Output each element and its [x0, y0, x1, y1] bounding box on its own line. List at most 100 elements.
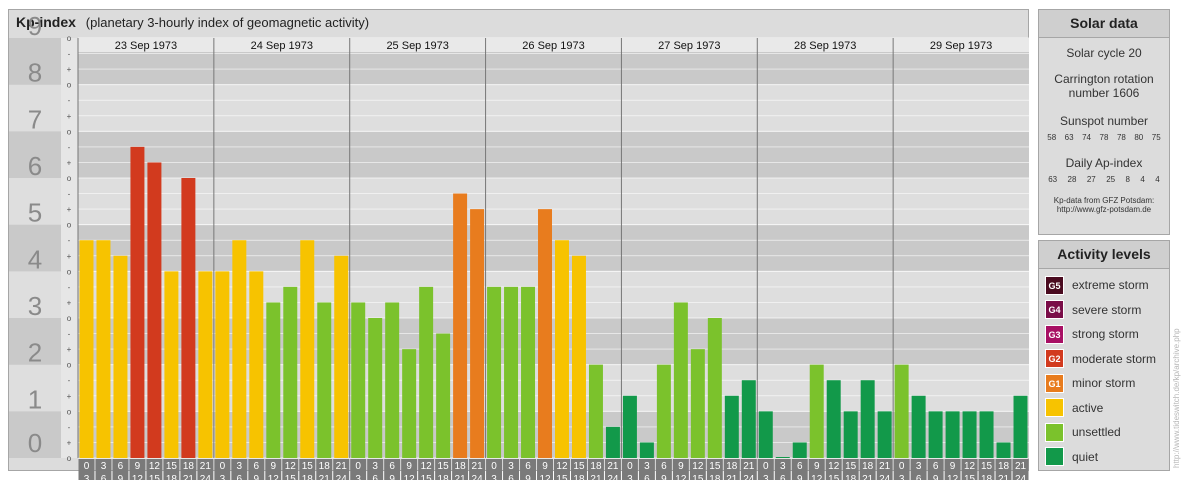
interval-label-cell	[995, 459, 1012, 480]
interval-end-label: 21	[726, 474, 738, 480]
legend-label: minor storm	[1072, 376, 1136, 391]
interval-end-label: 9	[389, 474, 395, 480]
data-source-link[interactable]: http://www.gfz-potsdam.de	[1056, 205, 1152, 214]
interval-end-label: 15	[421, 474, 433, 480]
interval-end-label: 9	[254, 474, 260, 480]
minor-tick-band	[61, 178, 78, 225]
day-label: 26 Sep 1973	[522, 40, 584, 52]
kp-bar	[198, 271, 213, 458]
interval-end-label: 24	[472, 474, 484, 480]
plot-band	[78, 131, 1029, 178]
sunspot-value: 80	[1134, 133, 1144, 142]
interval-end-label: 9	[525, 474, 531, 480]
minor-tick-label: o	[67, 407, 72, 416]
interval-label-cell	[1012, 459, 1029, 480]
legend-swatch: G1	[1045, 373, 1064, 393]
interval-label-cell	[791, 459, 808, 480]
interval-start-label: 18	[998, 461, 1010, 472]
interval-start-label: 12	[964, 461, 976, 472]
interval-label-cell	[672, 459, 689, 480]
interval-start-label: 21	[1015, 461, 1027, 472]
activity-levels-panel: Activity levels G5 extreme storm G4 severe…	[1038, 240, 1170, 471]
plot-band	[78, 178, 1029, 225]
interval-label-cell	[740, 459, 757, 480]
legend-item-g5: G5 extreme storm	[1039, 273, 1169, 298]
interval-end-label: 24	[1015, 474, 1027, 480]
y-axis-band	[9, 364, 61, 412]
interval-end-label: 3	[355, 474, 361, 480]
activity-levels-header: Activity levels	[1039, 241, 1169, 269]
minor-tick-label: +	[67, 158, 72, 167]
interval-label-cell	[893, 459, 910, 480]
kp-bar	[453, 193, 468, 459]
interval-end-label: 3	[491, 474, 497, 480]
interval-end-label: 24	[743, 474, 755, 480]
kp-bar	[605, 426, 620, 458]
minor-tick-label: +	[67, 205, 72, 214]
kp-bar	[470, 209, 485, 458]
interval-label-cell	[333, 459, 350, 480]
kp-bar	[504, 286, 519, 458]
interval-end-label: 24	[607, 474, 619, 480]
interval-start-label: 6	[661, 461, 667, 472]
interval-end-label: 15	[285, 474, 297, 480]
legend-label: active	[1072, 400, 1104, 415]
sunspot-value: 74	[1082, 133, 1091, 142]
interval-start-label: 12	[692, 461, 704, 472]
interval-start-label: 12	[149, 461, 161, 472]
kp-bar	[385, 302, 400, 458]
kp-bar	[147, 162, 162, 458]
interval-start-label: 15	[573, 461, 585, 472]
legend-item-g4: G4 severe storm	[1039, 298, 1169, 323]
kp-bar	[996, 442, 1011, 458]
kp-bar	[911, 395, 926, 458]
kp-bar	[588, 364, 603, 458]
minor-tick-label: +	[67, 252, 72, 261]
kp-bar	[487, 286, 502, 458]
legend-swatch: G5	[1045, 275, 1064, 295]
interval-label-cell	[112, 459, 129, 480]
chart-title: Kp-index	[16, 14, 76, 30]
legend-swatch: G4	[1045, 300, 1064, 320]
legend-label: moderate storm	[1072, 351, 1157, 366]
kp-bar	[215, 271, 230, 458]
interval-start-label: 12	[556, 461, 568, 472]
kp-bar	[113, 255, 128, 458]
interval-label-cell	[180, 459, 197, 480]
ap-value: 63	[1048, 175, 1058, 184]
interval-label-cell	[621, 459, 638, 480]
kp-bar	[181, 178, 196, 458]
interval-end-label: 21	[319, 474, 331, 480]
interval-end-label: 15	[828, 474, 840, 480]
interval-label-cell	[859, 459, 876, 480]
legend-item-g1: G1 minor storm	[1039, 371, 1169, 396]
minor-tick-label: o	[67, 221, 72, 230]
kp-bar	[741, 380, 756, 458]
kp-chart: 0123456789o+-o+-o+-o+-o+-o+-o+-o+-o+-o23…	[9, 11, 1029, 480]
y-axis-band	[9, 271, 61, 318]
minor-tick-label: -	[68, 423, 71, 432]
y-axis-band	[9, 84, 61, 132]
interval-end-label: 9	[797, 474, 803, 480]
minor-tick-label: o	[67, 361, 72, 370]
interval-label-cell	[299, 459, 316, 480]
y-tick-label: 4	[28, 244, 42, 274]
y-tick-label: 0	[28, 428, 42, 458]
interval-start-label: 6	[933, 461, 939, 472]
interval-label-cell	[401, 459, 418, 480]
minor-tick-label: -	[68, 236, 71, 245]
interval-label-cell	[554, 459, 570, 480]
interval-label-cell	[520, 459, 537, 480]
interval-start-label: 18	[455, 461, 467, 472]
interval-start-label: 9	[135, 461, 141, 472]
plot-band	[78, 84, 1029, 132]
day-label: 28 Sep 1973	[794, 40, 856, 52]
interval-label-cell	[486, 459, 503, 480]
kp-bar	[368, 318, 383, 458]
interval-start-label: 6	[118, 461, 124, 472]
day-label: 24 Sep 1973	[251, 40, 313, 52]
interval-label-cell	[248, 459, 265, 480]
minor-tick-label: -	[68, 96, 71, 105]
interval-start-label: 0	[627, 461, 633, 472]
interval-end-label: 21	[455, 474, 467, 480]
